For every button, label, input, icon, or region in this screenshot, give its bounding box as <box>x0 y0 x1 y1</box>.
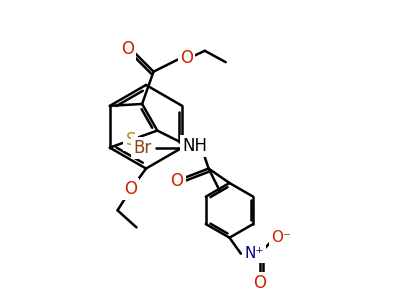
Text: O: O <box>253 274 266 292</box>
Text: O: O <box>124 181 137 198</box>
Text: S: S <box>125 131 136 149</box>
Text: O: O <box>170 172 183 190</box>
Text: O⁻: O⁻ <box>270 230 290 245</box>
Text: O: O <box>180 49 193 67</box>
Text: NH: NH <box>181 137 207 155</box>
Text: N⁺: N⁺ <box>244 246 263 261</box>
Text: Br: Br <box>133 139 151 157</box>
Text: O: O <box>121 40 134 58</box>
